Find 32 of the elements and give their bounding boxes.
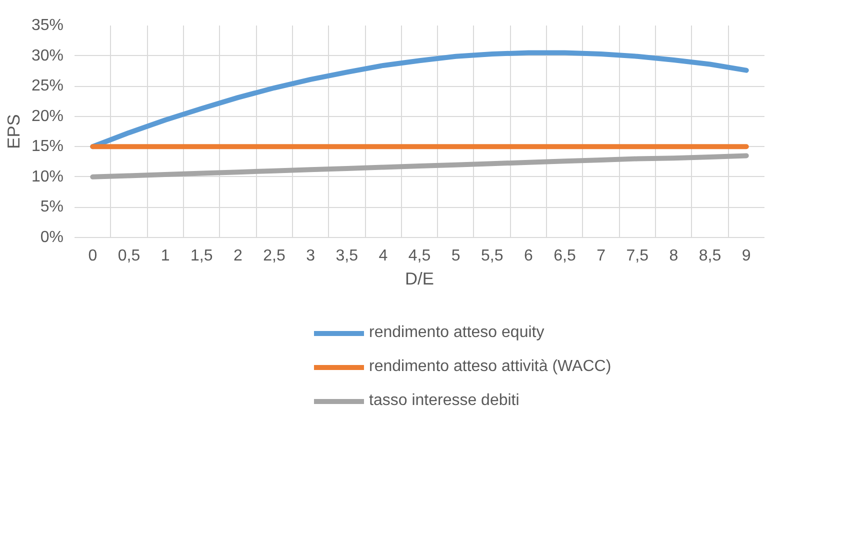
x-tick-label: 3,5 [336, 248, 358, 264]
legend-label: tasso interesse debiti [369, 392, 520, 410]
legend-label: rendimento atteso equity [369, 324, 544, 342]
y-tick-label: 30% [31, 47, 64, 64]
x-tick-label: 8,5 [698, 248, 722, 264]
y-axis-title: EPS [3, 114, 24, 149]
x-tick-label: 3 [306, 248, 316, 264]
x-tick-label: 5,5 [481, 248, 504, 264]
x-tick-label: 2 [233, 248, 242, 264]
y-tick-label: 0% [40, 229, 64, 246]
x-tick-label: 7,5 [626, 248, 649, 264]
x-tick-label: 2,5 [263, 248, 286, 264]
x-tick-label: 1,5 [190, 248, 213, 264]
x-tick-label: 4 [378, 248, 388, 264]
x-tick-label: 0 [88, 248, 98, 264]
y-tick-label: 25% [31, 78, 64, 95]
x-tick-label: 9 [742, 248, 751, 264]
x-tick-label: 8 [669, 248, 678, 264]
x-tick-label: 0,5 [118, 248, 140, 264]
y-tick-label: 35% [31, 17, 64, 34]
x-axis-title: D/E [405, 268, 434, 288]
x-tick-label: 5 [451, 248, 460, 264]
x-tick-label: 4,5 [408, 248, 431, 264]
y-tick-label: 15% [31, 138, 64, 156]
y-tick-label: 20% [31, 108, 64, 125]
y-tick-label: 5% [40, 198, 64, 216]
y-tick-label: 10% [31, 168, 64, 186]
legend-label: rendimento atteso attività (WACC) [369, 358, 612, 376]
x-tick-label: 1 [160, 248, 170, 264]
x-tick-label: 6 [524, 248, 533, 264]
x-tick-label: 6,5 [554, 248, 576, 264]
x-tick-label: 7 [596, 248, 606, 264]
